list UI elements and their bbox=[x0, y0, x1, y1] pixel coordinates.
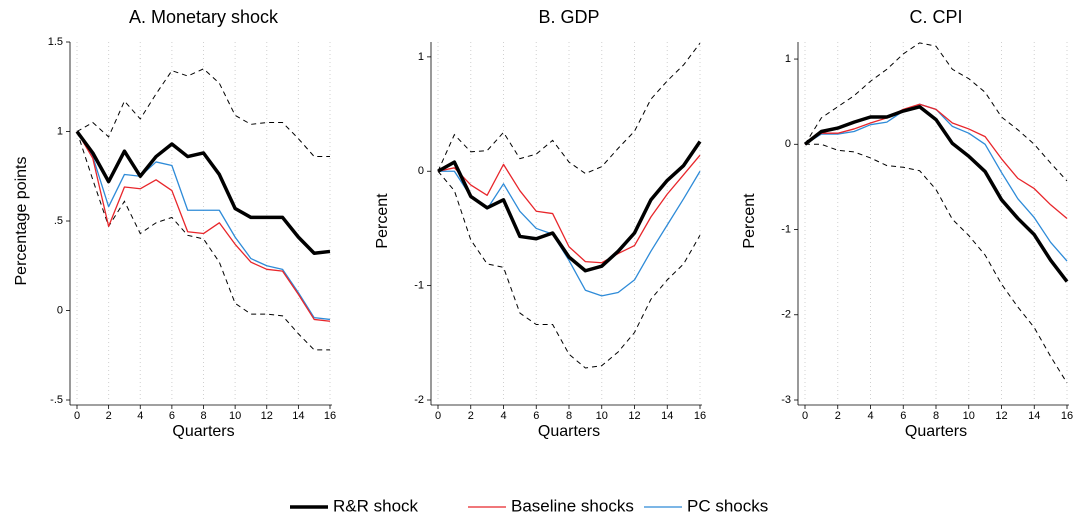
x-tick-label: 6 bbox=[900, 410, 906, 422]
x-tick-label: 10 bbox=[963, 410, 975, 422]
chart-title: C. CPI bbox=[909, 7, 962, 27]
confidence-band bbox=[805, 143, 1068, 384]
panel: 0 2 4 6 8 10 12 14 16 -2 -1 0 1 B. GDP Quarters Percent bbox=[374, 7, 706, 440]
y-tick-label: -.5 bbox=[50, 394, 63, 406]
x-tick-label: 8 bbox=[933, 410, 939, 422]
chart-title: A. Monetary shock bbox=[129, 7, 279, 27]
series-line bbox=[75, 130, 331, 255]
confidence-band bbox=[76, 68, 330, 158]
y-tick-label: -1 bbox=[414, 280, 424, 292]
y-axis-title: Percent bbox=[374, 193, 391, 249]
y-tick-label: 1 bbox=[418, 51, 424, 63]
legend: R&R shock Baseline shocks PC shocks bbox=[290, 496, 768, 515]
x-tick-label: 10 bbox=[229, 410, 241, 422]
confidence-band bbox=[804, 42, 1068, 182]
x-tick-label: 4 bbox=[137, 410, 143, 422]
series-line bbox=[437, 140, 702, 273]
y-tick-label: 0 bbox=[785, 138, 791, 150]
x-tick-label: 4 bbox=[500, 410, 506, 422]
x-tick-label: 0 bbox=[802, 410, 808, 422]
x-tick-label: 2 bbox=[835, 410, 841, 422]
x-axis-title: Quarters bbox=[538, 423, 600, 440]
x-tick-label: 2 bbox=[106, 410, 112, 422]
y-tick-label: -1 bbox=[781, 223, 791, 235]
y-axis-title: Percentage points bbox=[13, 157, 30, 286]
x-tick-label: 10 bbox=[596, 410, 608, 422]
series-line bbox=[76, 131, 331, 322]
panel: 0 2 4 6 8 10 12 14 16 -3 -2 -1 0 1 C. CPI Quarters Perce… bbox=[741, 7, 1073, 440]
confidence-band bbox=[437, 170, 701, 369]
y-tick-label: -3 bbox=[781, 394, 791, 406]
panel: 0 2 4 6 8 10 12 14 16 -.5 0 .5 1 1.5 A. Monetary shock… bbox=[13, 7, 336, 440]
confidence-band bbox=[76, 131, 330, 351]
x-tick-label: 8 bbox=[566, 410, 572, 422]
series-line bbox=[804, 103, 1068, 219]
series-line bbox=[803, 105, 1069, 283]
x-tick-label: 14 bbox=[661, 410, 673, 422]
x-tick-label: 12 bbox=[628, 410, 640, 422]
series-line bbox=[437, 154, 701, 264]
x-tick-label: 16 bbox=[694, 410, 706, 422]
x-axis-title: Quarters bbox=[172, 423, 234, 440]
x-tick-label: 2 bbox=[468, 410, 474, 422]
y-tick-label: 0 bbox=[57, 304, 63, 316]
x-tick-label: 16 bbox=[1061, 410, 1073, 422]
y-axis-title: Percent bbox=[741, 193, 758, 249]
legend-label: R&R shock bbox=[333, 496, 419, 515]
legend-label: Baseline shocks bbox=[511, 496, 634, 515]
y-tick-label: 1.5 bbox=[48, 36, 63, 48]
series-line bbox=[76, 131, 331, 321]
x-tick-label: 0 bbox=[74, 410, 80, 422]
y-tick-label: -2 bbox=[781, 309, 791, 321]
x-tick-label: 14 bbox=[292, 410, 304, 422]
chart-title: B. GDP bbox=[538, 7, 599, 27]
x-tick-label: 6 bbox=[533, 410, 539, 422]
confidence-band bbox=[437, 42, 701, 175]
x-tick-label: 6 bbox=[169, 410, 175, 422]
legend-label: PC shocks bbox=[687, 496, 768, 515]
x-tick-label: 12 bbox=[261, 410, 273, 422]
x-axis-title: Quarters bbox=[905, 423, 967, 440]
x-tick-label: 8 bbox=[200, 410, 206, 422]
x-tick-label: 16 bbox=[324, 410, 336, 422]
x-tick-label: 12 bbox=[995, 410, 1007, 422]
y-tick-label: 1 bbox=[785, 53, 791, 65]
x-tick-label: 4 bbox=[867, 410, 873, 422]
x-tick-label: 14 bbox=[1028, 410, 1040, 422]
x-tick-label: 0 bbox=[435, 410, 441, 422]
y-tick-label: .5 bbox=[54, 215, 63, 227]
y-tick-label: 1 bbox=[57, 125, 63, 137]
y-tick-label: -2 bbox=[414, 394, 424, 406]
y-tick-label: 0 bbox=[418, 165, 424, 177]
